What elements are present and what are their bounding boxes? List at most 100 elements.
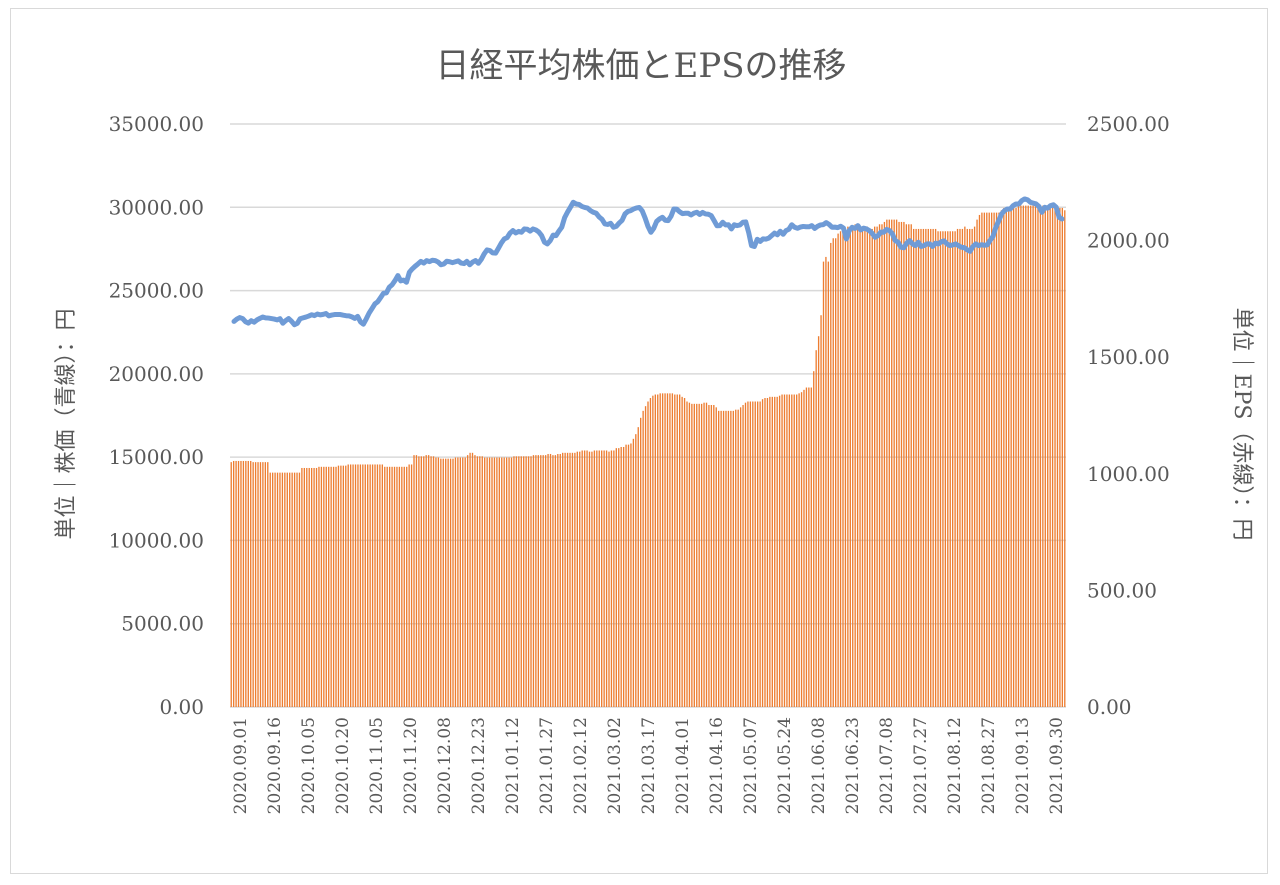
eps-bar: [871, 228, 873, 707]
eps-bar: [1044, 205, 1046, 707]
eps-bar: [527, 456, 530, 707]
eps-bar: [367, 464, 369, 707]
eps-bar: [291, 472, 293, 707]
eps-bar: [759, 401, 761, 707]
eps-bar: [925, 228, 927, 707]
eps-bar: [683, 398, 686, 707]
eps-bar: [866, 226, 869, 708]
eps-bar: [766, 398, 769, 707]
eps-bar: [547, 453, 549, 707]
eps-bar: [666, 393, 669, 707]
eps-bar: [781, 394, 783, 707]
eps-bar: [308, 467, 310, 707]
eps-bar: [837, 233, 839, 707]
eps-bar: [988, 212, 990, 707]
eps-bar: [320, 466, 323, 707]
eps-bar: [386, 466, 388, 707]
eps-bar: [503, 457, 505, 707]
eps-bar: [391, 466, 393, 707]
eps-bar: [715, 407, 717, 707]
eps-bar: [328, 466, 330, 707]
eps-bar: [1032, 205, 1034, 707]
eps-bar: [661, 393, 664, 707]
eps-bar: [362, 464, 364, 707]
eps-bar: [727, 410, 730, 707]
eps-bar: [764, 398, 766, 707]
eps-bar: [247, 460, 249, 707]
eps-bar: [920, 228, 922, 707]
x-tick-label: 2021.01.12: [503, 717, 523, 814]
x-tick-label: 2021.05.24: [775, 717, 795, 814]
left-tick-label: 0.00: [159, 695, 204, 719]
eps-bar: [1039, 205, 1042, 707]
eps-bar: [430, 456, 432, 707]
eps-bar: [681, 396, 683, 707]
eps-bar: [486, 457, 488, 707]
eps-bar: [574, 452, 576, 707]
eps-bar: [730, 410, 732, 707]
eps-bar: [525, 456, 527, 707]
eps-bar: [240, 460, 242, 707]
x-tick-label: 2021.05.07: [741, 717, 761, 814]
eps-bar: [830, 242, 832, 707]
eps-bar: [942, 231, 944, 707]
eps-bar: [778, 395, 781, 707]
eps-bar: [995, 212, 998, 707]
eps-bar: [1056, 207, 1059, 707]
x-tick-label: 2020.09.16: [265, 717, 285, 814]
eps-bar: [771, 396, 773, 707]
eps-bar: [878, 224, 881, 707]
left-tick-label: 15000.00: [109, 445, 204, 469]
x-tick-label: 2020.12.23: [469, 717, 489, 814]
eps-bar: [425, 455, 427, 707]
eps-bar: [1029, 205, 1032, 707]
eps-bar: [671, 393, 674, 707]
eps-bar: [888, 219, 890, 708]
eps-bar: [1059, 207, 1061, 707]
eps-bar: [1051, 205, 1054, 707]
eps-bar: [900, 221, 903, 707]
eps-bar: [496, 457, 498, 707]
eps-bar: [747, 401, 749, 707]
eps-bar: [1064, 210, 1066, 707]
eps-bar: [540, 455, 542, 707]
eps-bar: [854, 224, 856, 707]
eps-bar: [978, 214, 981, 707]
eps-bar: [562, 452, 564, 707]
eps-bar: [732, 410, 734, 707]
eps-bar: [774, 396, 776, 707]
eps-bar: [705, 402, 708, 707]
eps-bar: [271, 472, 274, 707]
x-tick-label: 2021.07.27: [911, 717, 931, 814]
eps-bar: [518, 456, 520, 707]
eps-bar: [620, 446, 622, 707]
eps-bar: [615, 448, 617, 707]
eps-bar: [449, 458, 452, 707]
eps-bar: [856, 226, 859, 708]
eps-bar: [459, 457, 461, 707]
right-tick-label: 2000.00: [1087, 229, 1170, 253]
eps-bar: [895, 219, 898, 708]
eps-bar: [786, 394, 788, 707]
eps-bar: [269, 472, 271, 707]
right-axis-title: 単位｜EPS（赤線）：円: [1229, 308, 1254, 541]
eps-bar: [908, 224, 910, 707]
eps-bar: [842, 231, 844, 707]
eps-bar: [552, 455, 554, 707]
eps-bar: [447, 458, 449, 707]
eps-bar: [310, 467, 313, 707]
eps-bar: [861, 228, 864, 707]
eps-bar: [722, 410, 725, 707]
eps-bar: [352, 464, 354, 707]
eps-bar: [232, 460, 235, 707]
eps-bar: [289, 472, 291, 707]
eps-bar: [796, 394, 798, 707]
chart-frame: 日経平均株価とEPSの推移 0.00 5000.00 10000.00 15000.0…: [10, 8, 1268, 874]
eps-bar: [1025, 205, 1027, 707]
eps-bar: [710, 405, 713, 707]
x-tick-label: 2021.04.16: [707, 717, 727, 814]
eps-bar: [810, 387, 812, 707]
eps-bar: [230, 462, 232, 707]
eps-bar: [1005, 207, 1007, 707]
eps-bar: [654, 394, 656, 707]
